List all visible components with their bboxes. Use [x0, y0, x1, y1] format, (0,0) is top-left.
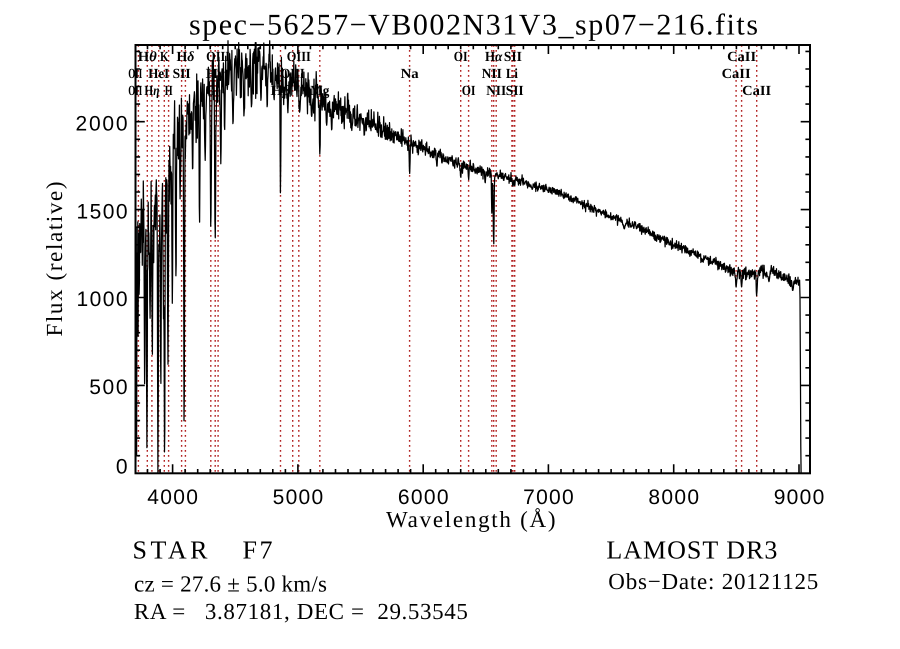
svg-text:SII: SII	[504, 50, 522, 65]
svg-text:Hβ: Hβ	[271, 84, 292, 99]
svg-text:CaII: CaII	[727, 50, 756, 65]
svg-text:NII: NII	[482, 67, 502, 82]
svg-text:SII: SII	[173, 67, 191, 82]
svg-text:Flux (relative): Flux (relative)	[42, 182, 67, 337]
svg-text:Hδ: Hδ	[176, 50, 194, 65]
svg-text:6000: 6000	[398, 486, 449, 509]
svg-text:1000: 1000	[77, 288, 128, 311]
svg-text:Li: Li	[506, 67, 518, 82]
svg-text:SII: SII	[506, 84, 524, 99]
svg-text:spec−56257−VB002N31V3_sp07−216: spec−56257−VB002N31V3_sp07−216.fits	[189, 9, 758, 42]
svg-text:Hθ: Hθ	[138, 50, 158, 65]
svg-text:OII: OII	[128, 67, 142, 82]
svg-text:Hγ: Hγ	[206, 67, 225, 82]
svg-text:0: 0	[116, 456, 128, 479]
svg-text:Hη: Hη	[144, 84, 159, 99]
svg-text:5000: 5000	[273, 486, 324, 509]
svg-text:OIII: OIII	[287, 50, 311, 65]
svg-text:HeI: HeI	[148, 67, 169, 82]
svg-text:CaII: CaII	[722, 67, 751, 82]
svg-text:8000: 8000	[648, 486, 699, 509]
svg-text:Mg: Mg	[310, 84, 329, 99]
svg-text:2000: 2000	[76, 112, 128, 135]
svg-text:STAR: STAR	[133, 536, 209, 565]
svg-text:500: 500	[89, 376, 127, 399]
svg-text:7000: 7000	[523, 486, 574, 509]
svg-text:9000: 9000	[774, 486, 825, 509]
svg-text:Hα: Hα	[485, 50, 503, 65]
svg-text:LAMOST DR3: LAMOST DR3	[606, 536, 777, 565]
svg-text:Wavelength (Å): Wavelength (Å)	[386, 507, 556, 532]
svg-text:cz = 27.6 ± 5.0 km/s: cz = 27.6 ± 5.0 km/s	[134, 571, 327, 596]
svg-text:OI: OI	[454, 50, 468, 65]
svg-text:Obs−Date: 20121125: Obs−Date: 20121125	[608, 569, 818, 594]
svg-text:OI: OI	[462, 84, 476, 99]
svg-text:OIII: OIII	[206, 50, 230, 65]
svg-text:OIII: OIII	[281, 67, 305, 82]
svg-text:NII: NII	[486, 84, 506, 99]
svg-text:RA = 3.87181, DEC = 29.5354: RA = 3.87181, DEC = 29.53545	[134, 599, 468, 624]
svg-text:1500: 1500	[77, 200, 128, 223]
svg-text:4000: 4000	[147, 486, 198, 509]
svg-text:CaII: CaII	[742, 84, 771, 99]
svg-text:G: G	[206, 84, 217, 99]
svg-text:OII: OII	[128, 84, 142, 99]
svg-text:Na: Na	[401, 67, 419, 82]
svg-text:H: H	[165, 84, 173, 99]
svg-text:K: K	[160, 50, 169, 65]
